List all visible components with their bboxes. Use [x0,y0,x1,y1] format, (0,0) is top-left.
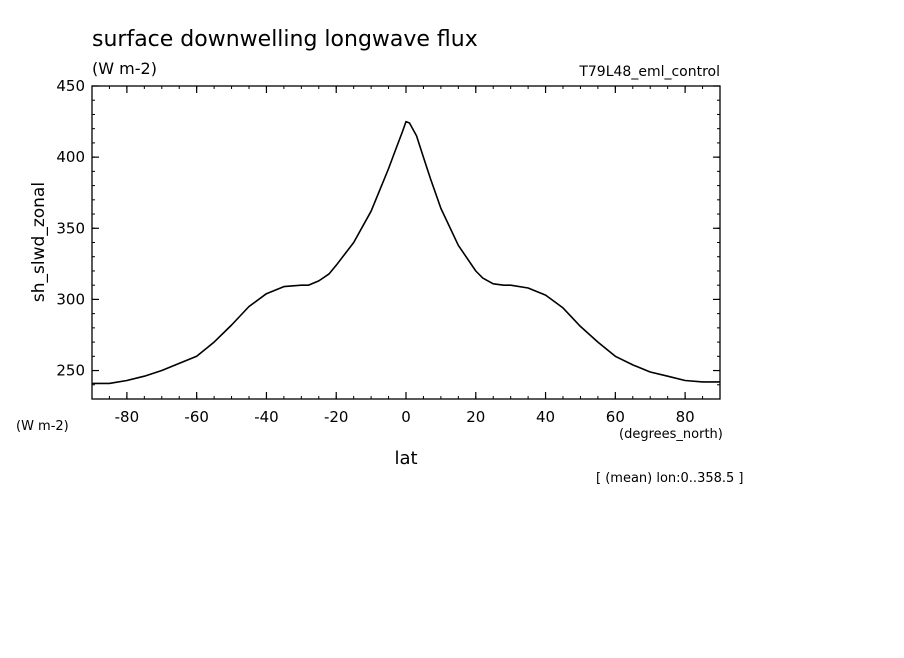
x-tick-label: -40 [254,408,279,426]
x-tick-label: 40 [536,408,555,426]
plot-frame [91,85,721,400]
x-tick-label: -80 [115,408,140,426]
chart-footnote: [ (mean) lon:0..358.5 ] [596,471,744,486]
y-tick-label: 450 [56,77,85,95]
y-axis-label: sh_slwd_zonal [29,182,49,302]
x-tick-label: 80 [676,408,695,426]
series-line [92,120,720,385]
chart-title: surface downwelling longwave flux [92,27,478,52]
dataset-label: T79L48_eml_control [578,64,720,80]
x-tick-label: 60 [606,408,625,426]
x-tick-label: 0 [401,408,411,426]
x-tick-label: -60 [184,408,209,426]
y-axis-units-label: (W m-2) [16,419,69,434]
x-axis-units-label: (degrees_north) [619,427,723,442]
x-tick-label: -20 [324,408,349,426]
x-axis-label: lat [394,448,417,469]
y-tick-label: 400 [56,148,85,166]
y-tick-label: 250 [56,362,85,380]
y-tick-label: 350 [56,219,85,237]
plot-area: -80 -60 -40 -20 0 20 40 60 80 250 300 350 400 450 [56,77,721,426]
y-tick-label: 300 [56,290,85,308]
chart-units-label: (W m-2) [92,59,157,78]
x-tick-label: 20 [466,408,485,426]
